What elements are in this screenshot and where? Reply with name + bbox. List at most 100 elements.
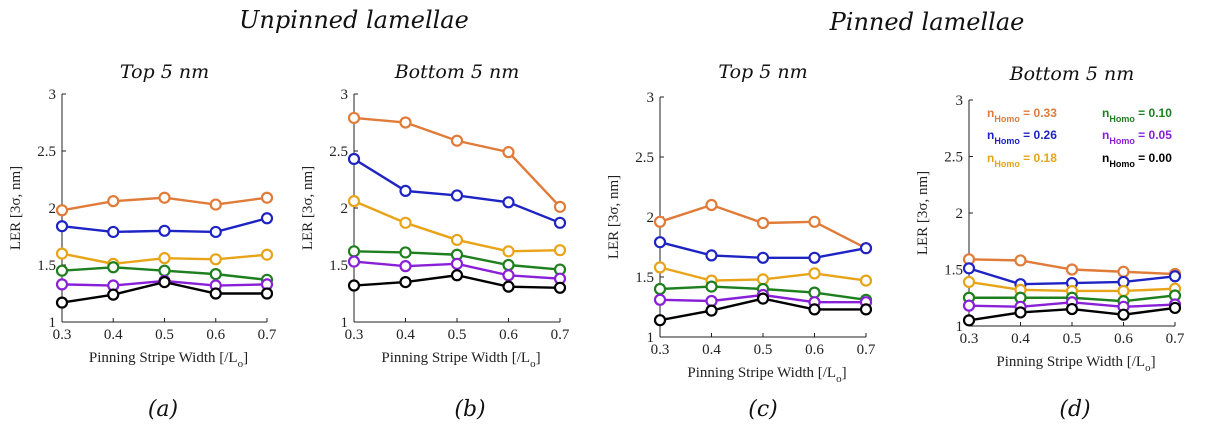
data-point: [1168, 301, 1182, 315]
group-title-unpinned: Unpinned lamellae: [239, 6, 469, 34]
data-point: [653, 215, 667, 228]
data-point: [158, 252, 171, 265]
data-point: [962, 275, 976, 289]
legend: nHomo = 0.33 nHomo = 0.26 nHomo = 0.18 nHom…: [987, 106, 1172, 169]
data-point: [553, 200, 567, 213]
x-tick-label: 0.7: [1166, 331, 1185, 347]
x-tick-label: 0.7: [551, 327, 570, 343]
data-point: [705, 280, 718, 293]
series-0.05: [347, 255, 567, 285]
series-0.26: [55, 212, 274, 239]
y-axis-label: LER [3σ, nm]: [606, 175, 622, 259]
series-0.26: [653, 236, 873, 264]
x-axis-label: Pinning Stripe Width [/Lo]: [996, 354, 1155, 374]
x-tick-label: 0.5: [754, 342, 773, 358]
data-point: [209, 287, 222, 300]
x-tick-label: 0.6: [1114, 331, 1133, 347]
series-0.33: [653, 198, 873, 255]
data-point: [55, 204, 69, 217]
chart-panel-4: 1 1.5 2 2.5 3 0.3 0.4 0.5 0.6 0.7 Bottom 5 nm Pinni…: [915, 63, 1185, 422]
data-point: [209, 253, 222, 266]
data-point: [399, 260, 412, 273]
series-0.18: [55, 247, 274, 270]
data-point: [1168, 270, 1182, 283]
legend-entry: nHomo = 0.26: [987, 128, 1057, 146]
data-point: [756, 273, 770, 286]
data-point: [209, 198, 222, 211]
x-tick-label: 0.5: [155, 327, 174, 343]
panel-caption: (d): [1059, 397, 1090, 422]
data-point: [450, 189, 464, 202]
data-point: [502, 196, 515, 209]
y-tick-label: 1: [647, 330, 655, 346]
y-axis-label: LER [3σ, nm]: [8, 166, 24, 250]
data-point: [260, 248, 274, 261]
x-tick-label: 0.5: [1063, 331, 1082, 347]
data-point: [107, 261, 120, 274]
data-point: [859, 242, 873, 255]
data-point: [209, 225, 222, 239]
y-tick-label: 3: [341, 87, 349, 103]
data-point: [705, 198, 718, 212]
data-point: [962, 299, 976, 312]
legend-entry: nHomo = 0.05: [1102, 128, 1172, 146]
y-tick-label: 2.5: [37, 144, 56, 160]
data-point: [653, 293, 667, 306]
x-tick-label: 0.4: [702, 342, 721, 358]
y-axis-label: LER [3σ, nm]: [300, 166, 316, 250]
data-point: [502, 146, 515, 159]
data-point: [705, 249, 718, 262]
data-point: [756, 251, 770, 264]
data-point: [158, 264, 171, 277]
y-tick-label: 1.5: [635, 270, 654, 286]
data-point: [705, 294, 718, 308]
series-0.26: [347, 152, 567, 229]
data-point: [347, 152, 361, 166]
data-point: [158, 276, 171, 289]
x-tick-label: 0.7: [857, 342, 876, 358]
data-point: [55, 278, 69, 291]
x-tick-label: 0.6: [805, 342, 824, 358]
data-point: [553, 216, 567, 229]
data-point: [1014, 254, 1027, 267]
data-point: [450, 257, 464, 270]
data-point: [756, 216, 770, 230]
x-tick-label: 0.6: [206, 327, 225, 343]
data-point: [553, 281, 567, 294]
data-point: [808, 286, 821, 299]
y-tick-label: 3: [956, 93, 964, 109]
data-point: [450, 233, 464, 247]
data-point: [450, 134, 464, 147]
y-tick-label: 2.5: [329, 144, 348, 160]
legend-entry: nHomo = 0.00: [1102, 151, 1172, 169]
chart-panel-3: 1 1.5 2 2.5 3 0.3 0.4 0.5 0.6 0.7 Top 5 nm Pinning …: [606, 61, 876, 422]
x-tick-label: 0.6: [499, 327, 518, 343]
group-title-pinned: Pinned lamellae: [829, 8, 1025, 36]
y-tick-label: 1: [341, 315, 349, 331]
data-point: [55, 220, 69, 233]
data-point: [705, 304, 718, 317]
data-point: [260, 287, 274, 300]
data-point: [399, 116, 412, 129]
data-point: [502, 258, 515, 272]
data-point: [962, 262, 976, 275]
data-point: [347, 111, 361, 125]
y-tick-label: 2: [341, 201, 349, 217]
data-point: [260, 191, 274, 204]
data-point: [1065, 302, 1079, 316]
chart-title: Top 5 nm: [120, 61, 209, 83]
panel-caption: (a): [148, 397, 178, 422]
y-tick-label: 2: [956, 206, 964, 222]
series-0.00: [653, 292, 873, 327]
data-point: [859, 274, 873, 287]
data-point: [107, 195, 120, 208]
y-axis-label: LER [3σ, nm]: [915, 171, 931, 255]
data-point: [808, 267, 821, 280]
series-0.00: [962, 301, 1182, 327]
x-tick-label: 0.4: [396, 327, 415, 343]
y-tick-label: 2.5: [944, 150, 963, 166]
chart-panels: 1 1.5 2 2.5 3 0.3 0.4 0.5 0.6 0.7 Top 5 nm Pinning …: [8, 61, 1185, 422]
data-point: [1117, 308, 1130, 321]
data-point: [808, 251, 821, 264]
